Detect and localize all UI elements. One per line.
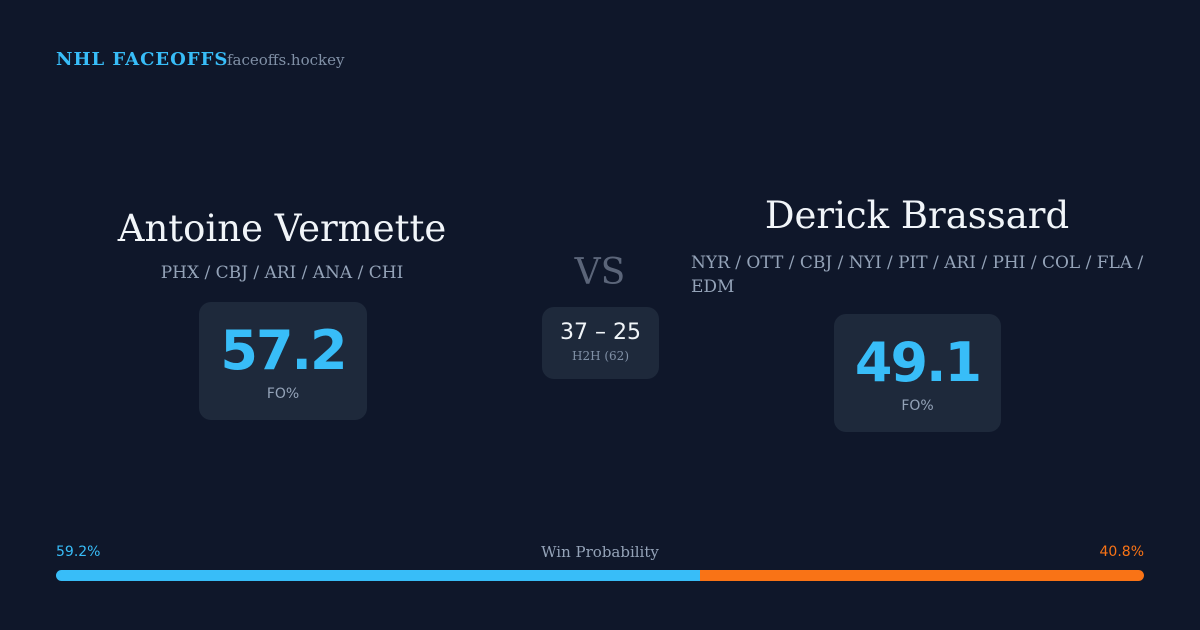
win-bar-right bbox=[700, 570, 1144, 581]
right-player-name: Derick Brassard bbox=[764, 194, 1070, 237]
vs-label: VS bbox=[574, 252, 626, 293]
site: faceoffs.hockey bbox=[227, 51, 345, 69]
h2h-label: H2H (62) bbox=[571, 349, 629, 363]
left-stat-box: 57.2 FO% bbox=[199, 302, 367, 420]
left-player-name: Antoine Vermette bbox=[117, 207, 447, 250]
left-win-label: 59.2% bbox=[56, 544, 101, 560]
right-stat: 49.1 bbox=[854, 331, 982, 394]
win-title: Win Probability bbox=[541, 543, 659, 561]
left-stat-label: FO% bbox=[266, 386, 300, 402]
win-bar bbox=[56, 570, 1144, 581]
right-stat-box: 49.1 FO% bbox=[834, 314, 1001, 432]
left-player-teams: PHX / CBJ / ARI / ANA / CHI bbox=[160, 263, 404, 283]
right-stat-label: FO% bbox=[901, 398, 934, 414]
brand: NHL FACEOFFS bbox=[56, 49, 229, 70]
h2h-box: 37 – 25 H2H (62) bbox=[542, 307, 659, 379]
win-bar-left bbox=[56, 570, 701, 581]
right-player-teams: NYR / OTT / CBJ / NYI / PIT / ARI / PHI … bbox=[691, 253, 1144, 297]
h2h-record: 37 – 25 bbox=[560, 320, 641, 345]
left-stat: 57.2 bbox=[220, 319, 347, 382]
right-win-label: 40.8% bbox=[1099, 544, 1144, 560]
